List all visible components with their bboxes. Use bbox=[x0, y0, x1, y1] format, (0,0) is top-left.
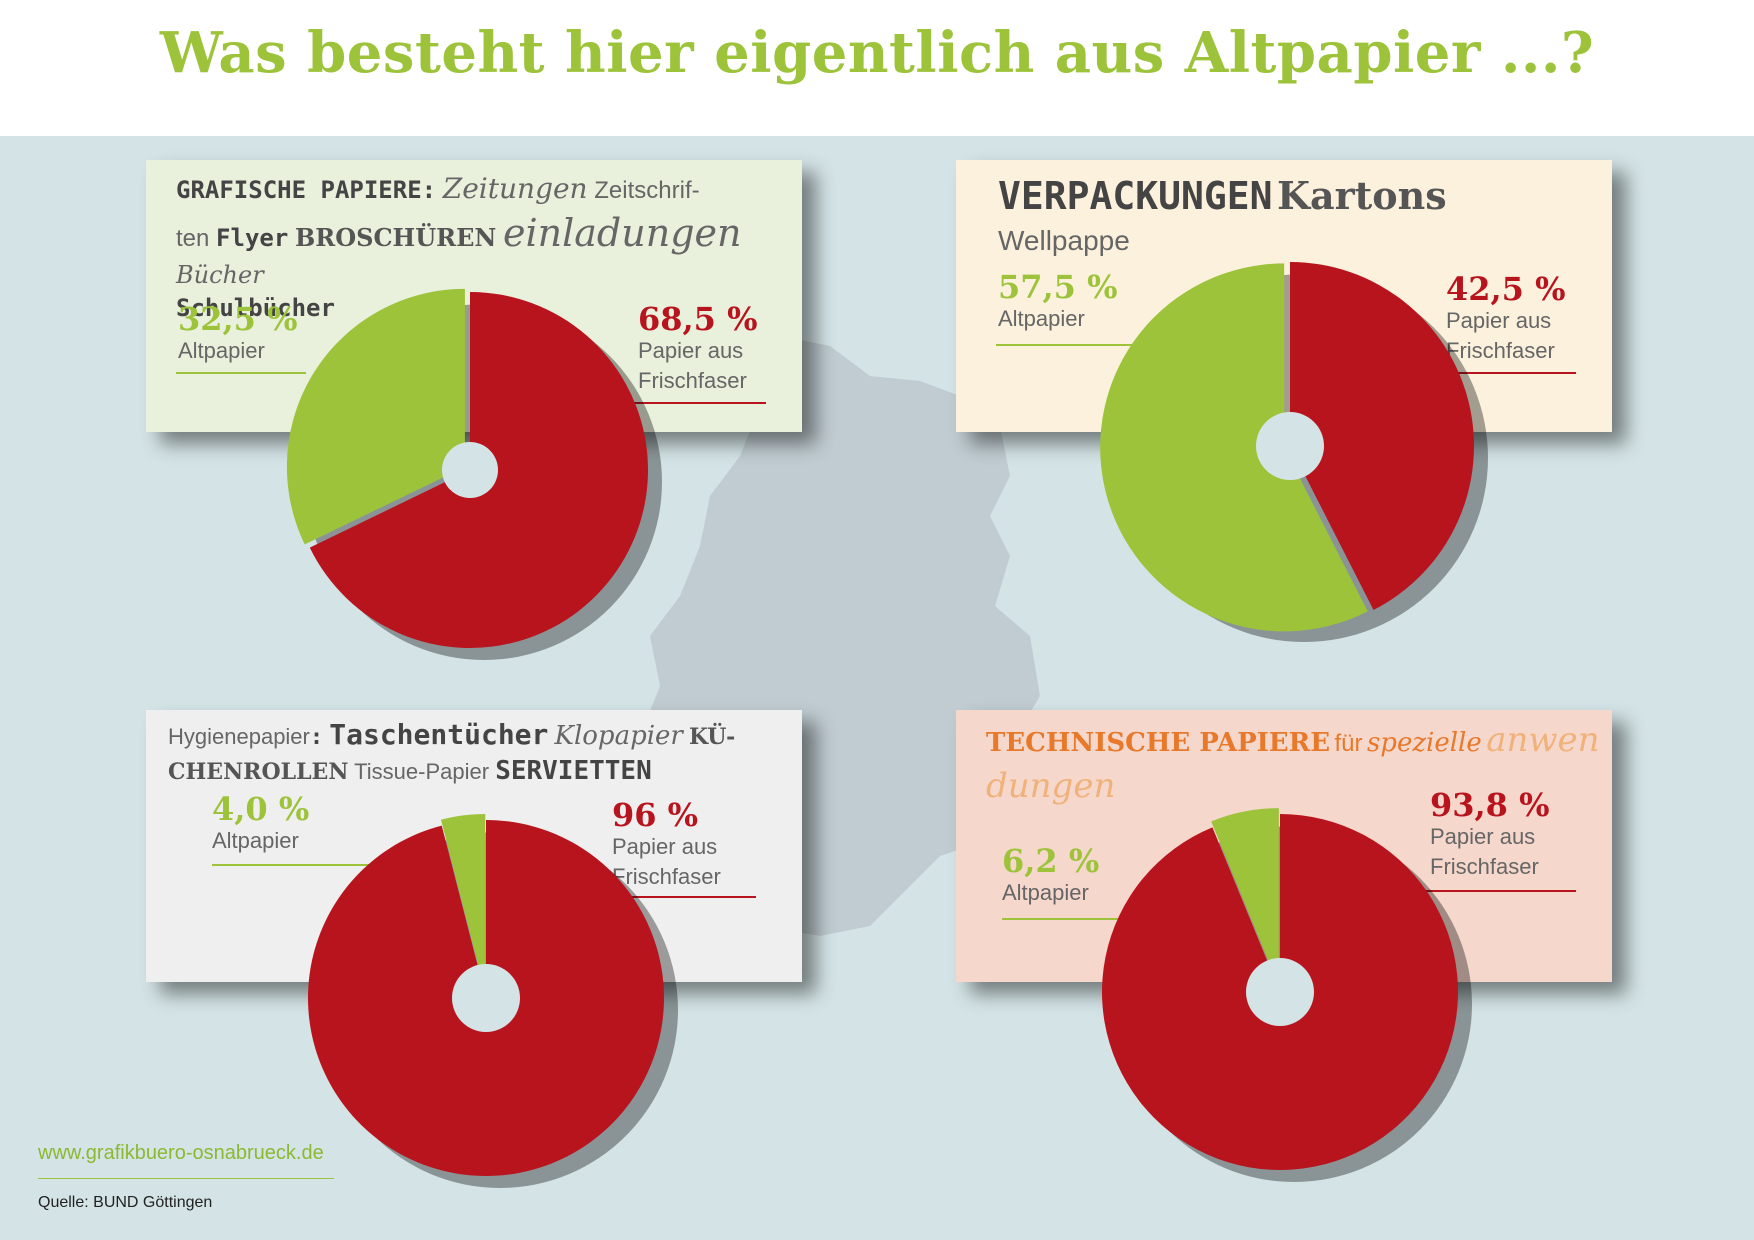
heading-grafische: GRAFISCHE PAPIERE: bbox=[176, 176, 437, 204]
heading-anwen: anwen bbox=[1486, 720, 1600, 760]
altpapier-rule bbox=[212, 864, 412, 866]
frischfaser-percent: 93,8 % bbox=[1430, 786, 1550, 824]
heading-dungen: dungen bbox=[986, 765, 1116, 806]
altpapier-label: Altpapier bbox=[178, 338, 265, 363]
pie-chart-verpackungen bbox=[1100, 262, 1488, 642]
heading-servietten: SERVIETTEN bbox=[495, 756, 652, 787]
heading-schulbuecher: Schulbücher bbox=[176, 294, 335, 323]
heading-zeitschrif: Zeitschrif- bbox=[594, 177, 700, 204]
frischfaser-percent: 68,5 % bbox=[638, 300, 758, 338]
pie-slice-frischfaser bbox=[1290, 262, 1475, 610]
frischfaser-rule bbox=[1426, 372, 1576, 374]
card-heading: TECHNISCHE PAPIERE für spezielle anwen d… bbox=[986, 718, 1606, 810]
heading-chenrollen: CHENROLLEN bbox=[168, 759, 349, 786]
pie-center-hole bbox=[452, 964, 520, 1032]
frischfaser-label: Papier aus Frischfaser bbox=[1430, 824, 1539, 879]
altpapier-label: Altpapier bbox=[998, 306, 1085, 331]
pie-center-hole bbox=[442, 442, 498, 498]
pie-chart-technische bbox=[1102, 808, 1472, 1182]
heading-ten: ten bbox=[176, 224, 210, 252]
pie-center-hole bbox=[1246, 958, 1314, 1026]
heading-tissue: Tissue-Papier bbox=[354, 759, 490, 785]
heading-einladungen: einladungen bbox=[503, 210, 742, 255]
pie-slice-altpapier bbox=[286, 288, 465, 545]
altpapier-rule bbox=[176, 372, 306, 374]
heading-spezielle: spezielle bbox=[1366, 728, 1482, 758]
altpapier-label: Altpapier bbox=[1002, 880, 1089, 905]
footer-url[interactable]: www.grafikbuero-osnabrueck.de bbox=[38, 1142, 324, 1164]
pie-slice-altpapier bbox=[1211, 808, 1279, 987]
heading-technische: TECHNISCHE PAPIERE bbox=[986, 728, 1331, 758]
frischfaser-percent: 42,5 % bbox=[1446, 270, 1566, 308]
altpapier-rule bbox=[996, 344, 1146, 346]
heading-kue: KÜ- bbox=[688, 724, 736, 750]
altpapier-percent: 32,5 % bbox=[178, 300, 298, 338]
heading-verpackungen: VERPACKUNGEN bbox=[998, 174, 1273, 218]
altpapier-percent: 4,0 % bbox=[212, 790, 310, 828]
heading-broschueren: BROSCHÜREN bbox=[294, 222, 497, 252]
card-heading: Hygienepapier: Taschentücher Klopapier K… bbox=[168, 716, 788, 789]
heading-fuer: für bbox=[1334, 730, 1363, 757]
pie-chart-grafische bbox=[286, 288, 662, 660]
altpapier-percent: 57,5 % bbox=[998, 268, 1118, 306]
frischfaser-rule bbox=[1426, 890, 1576, 892]
heading-flyer: Flyer bbox=[216, 223, 289, 252]
footer-source: Quelle: BUND Göttingen bbox=[38, 1194, 213, 1211]
title-bar: Was besteht hier eigentlich aus Altpapie… bbox=[0, 0, 1754, 136]
heading-hygienepapier: Hygienepapier bbox=[168, 724, 310, 749]
frischfaser-percent: 96 % bbox=[612, 796, 699, 834]
frischfaser-rule bbox=[596, 896, 756, 898]
pie-slice-altpapier bbox=[440, 814, 486, 993]
heading-taschentuecher: Taschentücher bbox=[329, 718, 549, 751]
altpapier-percent: 6,2 % bbox=[1002, 842, 1100, 880]
heading-wellpappe: Wellpappe bbox=[998, 225, 1130, 257]
heading-buecher: Bücher bbox=[176, 261, 264, 290]
heading-zeitungen: Zeitungen bbox=[442, 172, 588, 205]
altpapier-label: Altpapier bbox=[212, 828, 299, 853]
card-heading: VERPACKUNGEN Kartons Wellpappe bbox=[998, 170, 1598, 260]
pie-chart-hygienepapier bbox=[307, 814, 678, 1188]
heading-klopapier: Klopapier bbox=[554, 721, 683, 751]
heading-colon: : bbox=[309, 725, 324, 750]
page-title: Was besteht hier eigentlich aus Altpapie… bbox=[159, 20, 1595, 86]
frischfaser-label: Papier aus Frischfaser bbox=[1446, 308, 1555, 363]
frischfaser-label: Papier aus Frischfaser bbox=[638, 338, 747, 393]
card-heading: GRAFISCHE PAPIERE: Zeitungen Zeitschrif-… bbox=[176, 170, 786, 326]
heading-kartons: Kartons bbox=[1277, 173, 1447, 218]
frischfaser-rule bbox=[616, 402, 766, 404]
pie-slice-altpapier bbox=[1100, 263, 1368, 632]
footer-rule bbox=[38, 1178, 334, 1179]
frischfaser-label: Papier aus Frischfaser bbox=[612, 834, 721, 889]
altpapier-rule bbox=[1002, 918, 1212, 920]
pie-center-hole bbox=[1256, 412, 1324, 480]
